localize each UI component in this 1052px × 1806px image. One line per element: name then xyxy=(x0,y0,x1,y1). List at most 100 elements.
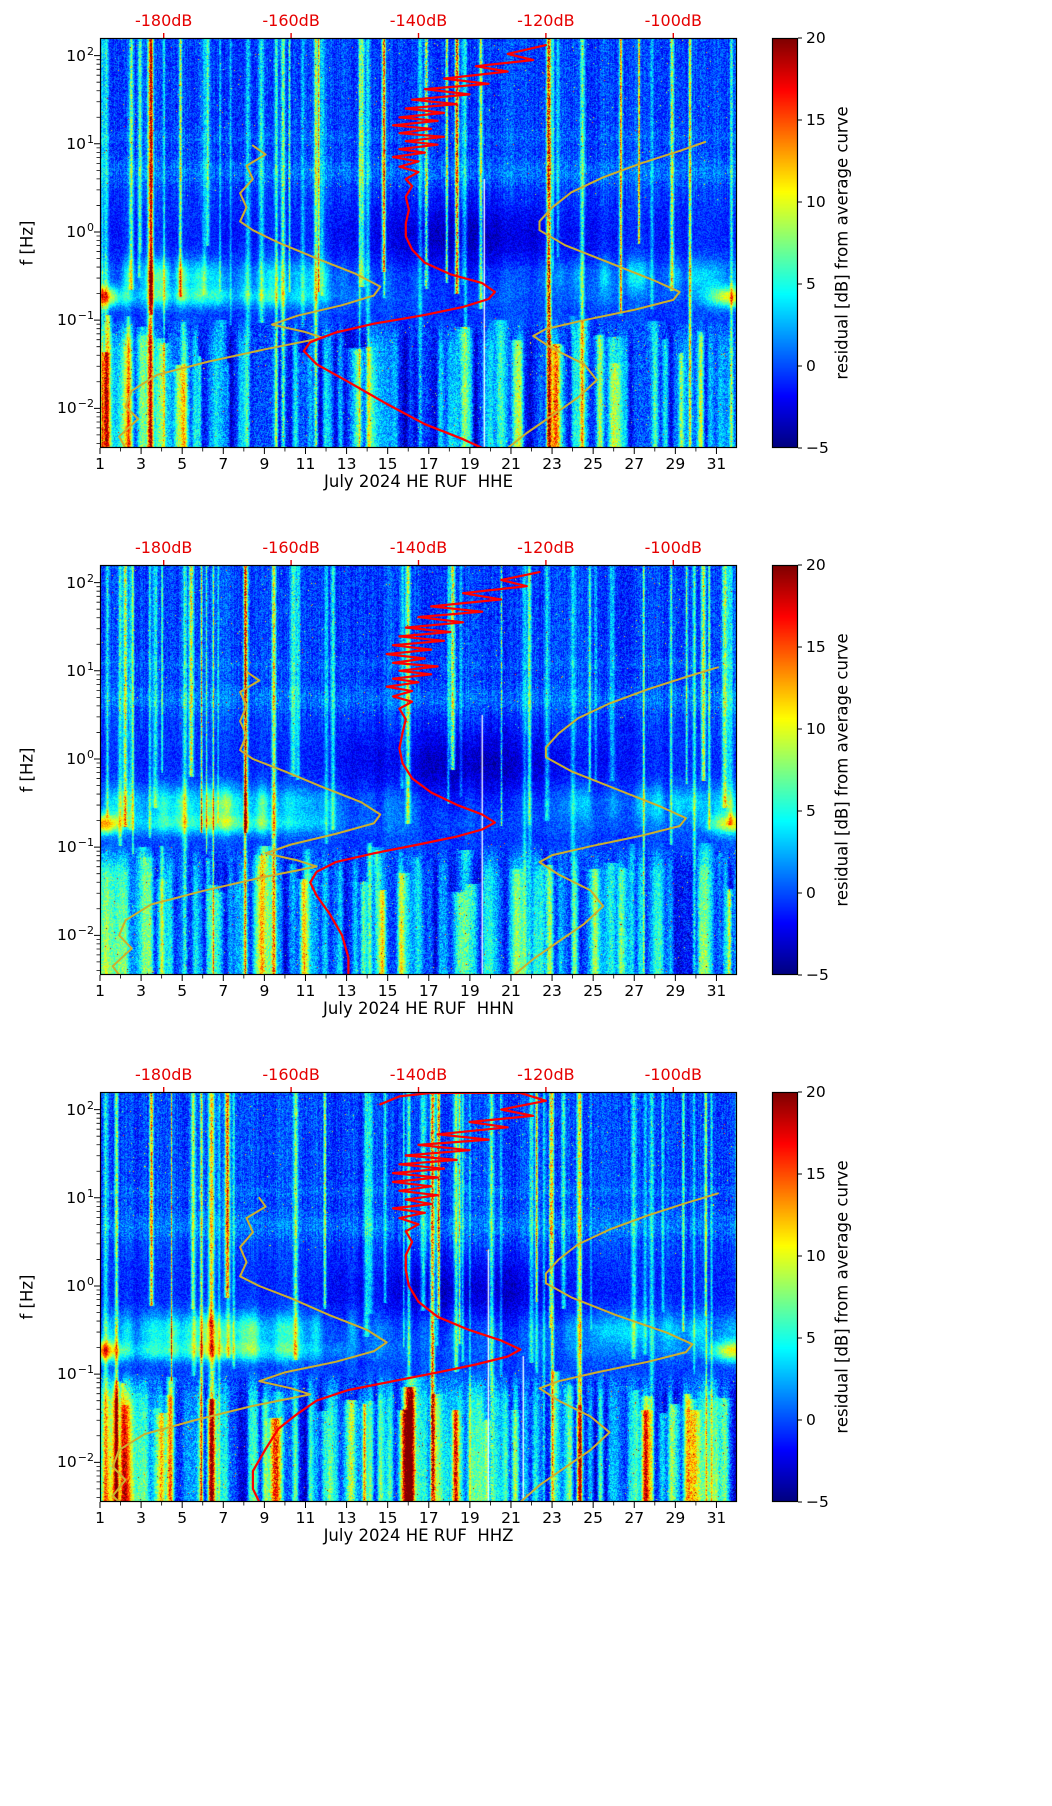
x-tick-label: 15 xyxy=(377,982,398,1000)
x-tick-label: 29 xyxy=(665,455,686,473)
colorbar-tick-label: −5 xyxy=(806,1493,829,1511)
spectrogram-heatmap xyxy=(100,38,737,448)
top-db-tick-label: -100dB xyxy=(644,1065,703,1084)
x-tick-label: 15 xyxy=(377,1509,398,1527)
colorbar-tick-label: 20 xyxy=(806,29,826,47)
x-tick-label: 27 xyxy=(624,982,645,1000)
top-db-tick-label: -180dB xyxy=(134,1065,193,1084)
x-tick-label: 29 xyxy=(665,1509,686,1527)
x-tick-label: 23 xyxy=(542,455,562,473)
y-tick-label: 102 xyxy=(66,44,94,65)
x-tick-label: 9 xyxy=(259,455,270,473)
y-tick-label: 101 xyxy=(66,132,94,153)
top-db-tick-label: -120dB xyxy=(517,538,575,557)
x-tick-label: 25 xyxy=(583,982,604,1000)
x-tick-label: 21 xyxy=(501,1509,521,1527)
y-tick-label: 10−1 xyxy=(57,836,94,857)
colorbar-tick-label: 20 xyxy=(806,1083,826,1101)
y-tick-label: 10−1 xyxy=(57,1363,94,1384)
spectrogram-heatmap xyxy=(100,1092,737,1502)
colorbar-tick-label: 10 xyxy=(806,720,826,738)
x-tick-label: 5 xyxy=(177,1509,188,1527)
x-tick-label: 31 xyxy=(706,455,727,473)
x-tick-label: 1 xyxy=(95,1509,105,1527)
top-db-tick-label: -180dB xyxy=(134,11,193,30)
x-tick-label: 13 xyxy=(336,982,357,1000)
colorbar-tick-label: 5 xyxy=(806,1329,816,1347)
top-db-tick-label: -100dB xyxy=(644,538,703,557)
x-tick-label: 21 xyxy=(501,455,521,473)
y-axis-label: f [Hz] xyxy=(17,220,37,266)
x-tick-label: 29 xyxy=(665,982,686,1000)
y-tick-label: 10−1 xyxy=(57,309,94,330)
y-tick-label: 100 xyxy=(66,220,94,241)
y-tick-label: 101 xyxy=(66,659,94,680)
x-axis-title: July 2024 HE RUF HHE xyxy=(324,472,513,491)
top-db-tick-label: -140dB xyxy=(389,1065,448,1084)
x-tick-label: 5 xyxy=(177,455,188,473)
colorbar-tick-label: 5 xyxy=(806,275,816,293)
panel-hhz: f [Hz] July 2024 HE RUF HHZ residual [dB… xyxy=(0,1054,1052,1581)
x-axis-title: July 2024 HE RUF HHZ xyxy=(323,1526,514,1545)
x-tick-label: 1 xyxy=(95,982,105,1000)
x-tick-label: 19 xyxy=(459,982,480,1000)
colorbar-tick-label: 0 xyxy=(806,884,816,902)
y-tick-label: 10−2 xyxy=(57,1451,94,1472)
x-tick-label: 5 xyxy=(177,982,188,1000)
x-axis-title: July 2024 HE RUF HHN xyxy=(323,999,514,1018)
x-tick-label: 7 xyxy=(218,1509,229,1527)
top-db-tick-label: -120dB xyxy=(517,11,575,30)
x-tick-label: 7 xyxy=(218,982,229,1000)
x-tick-label: 9 xyxy=(259,982,270,1000)
x-tick-label: 17 xyxy=(418,982,439,1000)
colorbar-label: residual [dB] from average curve xyxy=(832,633,852,907)
colorbar-tick-label: 15 xyxy=(806,638,826,656)
x-tick-label: 27 xyxy=(624,455,645,473)
colorbar-tick-label: 5 xyxy=(806,802,816,820)
colorbar-tick-label: 15 xyxy=(806,1165,826,1183)
x-tick-label: 31 xyxy=(706,982,727,1000)
colorbar-tick-label: 0 xyxy=(806,357,816,375)
x-tick-label: 25 xyxy=(583,455,604,473)
y-tick-label: 10−2 xyxy=(57,924,94,945)
y-tick-label: 102 xyxy=(66,571,94,592)
x-tick-label: 1 xyxy=(95,455,105,473)
top-db-tick-label: -180dB xyxy=(134,538,193,557)
panel-hhe: f [Hz] July 2024 HE RUF HHE residual [dB… xyxy=(0,0,1052,527)
x-tick-label: 3 xyxy=(136,455,147,473)
x-tick-label: 31 xyxy=(706,1509,727,1527)
y-axis-label: f [Hz] xyxy=(17,747,37,793)
colorbar-label: residual [dB] from average curve xyxy=(832,106,852,380)
colorbar-tick-label: 20 xyxy=(806,556,826,574)
x-tick-label: 3 xyxy=(136,1509,147,1527)
top-db-tick-label: -160dB xyxy=(262,1065,320,1084)
top-db-tick-label: -160dB xyxy=(262,11,320,30)
top-db-tick-label: -140dB xyxy=(389,538,448,557)
y-axis-label: f [Hz] xyxy=(17,1274,37,1320)
x-tick-label: 23 xyxy=(542,1509,562,1527)
x-tick-label: 21 xyxy=(501,982,521,1000)
x-tick-label: 11 xyxy=(295,455,316,473)
x-tick-label: 15 xyxy=(377,455,398,473)
y-tick-label: 100 xyxy=(66,747,94,768)
y-tick-label: 100 xyxy=(66,1274,94,1295)
x-tick-label: 19 xyxy=(459,455,480,473)
colorbar-tick-label: 10 xyxy=(806,1247,826,1265)
x-tick-label: 27 xyxy=(624,1509,645,1527)
x-tick-label: 19 xyxy=(459,1509,480,1527)
colorbar-gradient xyxy=(772,565,798,975)
colorbar-gradient xyxy=(772,38,798,448)
x-tick-label: 25 xyxy=(583,1509,604,1527)
y-tick-label: 10−2 xyxy=(57,397,94,418)
x-tick-label: 7 xyxy=(218,455,229,473)
x-tick-label: 23 xyxy=(542,982,562,1000)
top-db-tick-label: -160dB xyxy=(262,538,320,557)
colorbar-tick-label: 0 xyxy=(806,1411,816,1429)
x-tick-label: 11 xyxy=(295,1509,316,1527)
x-tick-label: 13 xyxy=(336,1509,357,1527)
colorbar-tick-label: 10 xyxy=(806,193,826,211)
x-tick-label: 11 xyxy=(295,982,316,1000)
panel-hhn: f [Hz] July 2024 HE RUF HHN residual [dB… xyxy=(0,527,1052,1054)
spectrogram-heatmap xyxy=(100,565,737,975)
top-db-tick-label: -100dB xyxy=(644,11,703,30)
